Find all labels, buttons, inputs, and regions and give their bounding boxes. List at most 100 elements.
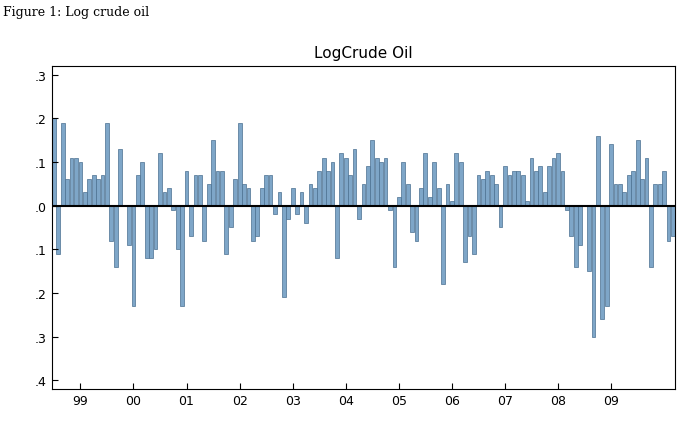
- Bar: [397, 197, 401, 206]
- Bar: [110, 206, 113, 241]
- Bar: [516, 171, 520, 206]
- Bar: [371, 141, 374, 206]
- Bar: [225, 206, 228, 254]
- Bar: [74, 158, 78, 206]
- Bar: [375, 158, 378, 206]
- Bar: [313, 189, 317, 206]
- Bar: [477, 175, 480, 206]
- Bar: [671, 206, 675, 237]
- Bar: [340, 154, 343, 206]
- Bar: [622, 193, 626, 206]
- Bar: [158, 154, 162, 206]
- Bar: [309, 184, 312, 206]
- Bar: [207, 184, 211, 206]
- Bar: [574, 206, 577, 267]
- Bar: [596, 136, 599, 206]
- Bar: [194, 175, 197, 206]
- Bar: [362, 184, 365, 206]
- Bar: [203, 206, 206, 241]
- Bar: [525, 202, 529, 206]
- Bar: [353, 150, 356, 206]
- Bar: [485, 171, 489, 206]
- Bar: [300, 193, 303, 206]
- Bar: [326, 171, 330, 206]
- Bar: [512, 171, 515, 206]
- Bar: [636, 141, 639, 206]
- Bar: [65, 180, 69, 206]
- Bar: [216, 171, 219, 206]
- Bar: [247, 189, 250, 206]
- Bar: [618, 184, 621, 206]
- Bar: [273, 206, 277, 215]
- Bar: [127, 206, 131, 246]
- Bar: [357, 206, 361, 219]
- Bar: [468, 206, 471, 237]
- Bar: [198, 175, 202, 206]
- Bar: [52, 119, 56, 206]
- Bar: [212, 141, 215, 206]
- Bar: [61, 123, 65, 206]
- Bar: [304, 206, 308, 224]
- Bar: [508, 175, 511, 206]
- Bar: [441, 206, 445, 285]
- Bar: [569, 206, 573, 237]
- Bar: [578, 206, 582, 246]
- Bar: [587, 206, 591, 271]
- Bar: [631, 171, 635, 206]
- Bar: [260, 189, 264, 206]
- Bar: [278, 193, 281, 206]
- Bar: [428, 197, 432, 206]
- Bar: [154, 206, 158, 250]
- Bar: [291, 189, 295, 206]
- Bar: [388, 206, 392, 210]
- Bar: [251, 206, 255, 241]
- Bar: [649, 206, 652, 267]
- Bar: [556, 154, 560, 206]
- Bar: [114, 206, 118, 267]
- Bar: [56, 206, 60, 254]
- Bar: [181, 206, 184, 306]
- Bar: [424, 154, 427, 206]
- Bar: [463, 206, 467, 263]
- Bar: [592, 206, 595, 337]
- Bar: [119, 150, 122, 206]
- Bar: [335, 206, 339, 258]
- Bar: [136, 175, 140, 206]
- Bar: [295, 206, 299, 215]
- Bar: [366, 167, 370, 206]
- Bar: [627, 175, 630, 206]
- Bar: [432, 163, 436, 206]
- Bar: [406, 184, 409, 206]
- Bar: [658, 184, 661, 206]
- Bar: [105, 123, 109, 206]
- Bar: [287, 206, 290, 219]
- Bar: [605, 206, 608, 306]
- Bar: [265, 175, 268, 206]
- Bar: [534, 171, 538, 206]
- Bar: [163, 193, 166, 206]
- Bar: [269, 175, 272, 206]
- Bar: [543, 193, 546, 206]
- Bar: [667, 206, 670, 241]
- Bar: [141, 163, 144, 206]
- Bar: [552, 158, 555, 206]
- Bar: [318, 171, 321, 206]
- Bar: [176, 206, 180, 250]
- Bar: [70, 158, 74, 206]
- Bar: [547, 167, 551, 206]
- Bar: [379, 163, 383, 206]
- Bar: [539, 167, 542, 206]
- Bar: [393, 206, 396, 267]
- Bar: [402, 163, 405, 206]
- Bar: [565, 206, 568, 210]
- Bar: [450, 202, 454, 206]
- Bar: [229, 206, 233, 228]
- Bar: [503, 167, 507, 206]
- Bar: [349, 175, 352, 206]
- Bar: [167, 189, 171, 206]
- Bar: [609, 145, 613, 206]
- Bar: [185, 171, 188, 206]
- Bar: [521, 175, 524, 206]
- Bar: [419, 189, 423, 206]
- Bar: [415, 206, 418, 241]
